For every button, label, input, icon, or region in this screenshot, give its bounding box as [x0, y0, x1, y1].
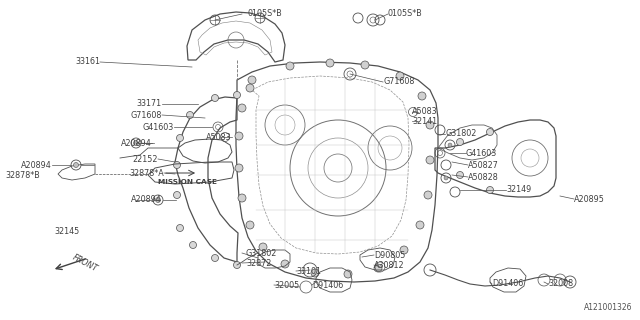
- Circle shape: [326, 59, 334, 67]
- Text: A50827: A50827: [468, 161, 499, 170]
- Circle shape: [186, 111, 193, 118]
- Text: FRONT: FRONT: [71, 252, 99, 273]
- Text: A20895: A20895: [574, 195, 605, 204]
- Text: 0105S*B: 0105S*B: [248, 10, 283, 19]
- Circle shape: [177, 225, 184, 231]
- Text: A20894: A20894: [121, 139, 152, 148]
- Circle shape: [416, 221, 424, 229]
- Circle shape: [235, 164, 243, 172]
- Text: 32008: 32008: [548, 279, 573, 289]
- Circle shape: [424, 191, 432, 199]
- Circle shape: [400, 246, 408, 254]
- Text: A50828: A50828: [468, 172, 499, 181]
- Circle shape: [311, 269, 319, 277]
- Text: A121001326: A121001326: [584, 303, 632, 312]
- Text: D90805: D90805: [374, 251, 405, 260]
- Circle shape: [486, 187, 493, 194]
- Text: 32872: 32872: [246, 259, 271, 268]
- Text: 0105S*B: 0105S*B: [388, 10, 423, 19]
- Text: A20894: A20894: [131, 196, 162, 204]
- Circle shape: [211, 94, 218, 101]
- Circle shape: [344, 270, 352, 278]
- Text: 32145: 32145: [55, 228, 80, 236]
- Text: A30812: A30812: [374, 260, 404, 269]
- Text: D91406: D91406: [312, 281, 343, 290]
- Circle shape: [235, 132, 243, 140]
- Circle shape: [211, 254, 218, 261]
- Circle shape: [374, 264, 382, 272]
- Circle shape: [448, 143, 452, 147]
- Circle shape: [444, 176, 448, 180]
- Circle shape: [259, 243, 267, 251]
- Text: D91406: D91406: [492, 279, 524, 289]
- Text: G31802: G31802: [445, 130, 476, 139]
- Circle shape: [456, 139, 463, 146]
- Circle shape: [177, 134, 184, 141]
- Circle shape: [246, 221, 254, 229]
- Text: 33161: 33161: [75, 58, 100, 67]
- Circle shape: [189, 242, 196, 249]
- Circle shape: [156, 197, 161, 203]
- Circle shape: [426, 156, 434, 164]
- Text: 33101: 33101: [296, 267, 321, 276]
- Text: 32149: 32149: [506, 186, 531, 195]
- Text: A20894: A20894: [21, 161, 52, 170]
- Text: 33171: 33171: [137, 100, 162, 108]
- Text: A5083: A5083: [412, 108, 438, 116]
- Circle shape: [456, 172, 463, 179]
- Text: 22152: 22152: [132, 155, 158, 164]
- Text: G71608: G71608: [383, 77, 414, 86]
- Circle shape: [173, 191, 180, 198]
- Text: 32878*A: 32878*A: [129, 169, 164, 178]
- Text: 32005: 32005: [274, 281, 300, 290]
- Circle shape: [426, 121, 434, 129]
- Circle shape: [134, 140, 138, 146]
- Circle shape: [74, 163, 79, 167]
- Text: G71608: G71608: [131, 110, 162, 119]
- Circle shape: [234, 261, 241, 268]
- Circle shape: [248, 76, 256, 84]
- Text: G31802: G31802: [246, 249, 277, 258]
- Circle shape: [286, 62, 294, 70]
- Circle shape: [238, 104, 246, 112]
- Text: G41603: G41603: [466, 148, 497, 157]
- Circle shape: [234, 92, 241, 99]
- Text: 32141: 32141: [412, 116, 437, 125]
- Circle shape: [246, 84, 254, 92]
- Circle shape: [486, 129, 493, 135]
- Circle shape: [173, 162, 180, 169]
- Circle shape: [238, 194, 246, 202]
- Circle shape: [418, 92, 426, 100]
- Text: G41603: G41603: [143, 123, 174, 132]
- Text: MISSION CASE: MISSION CASE: [158, 179, 217, 185]
- Text: 32878*B: 32878*B: [5, 172, 40, 180]
- Circle shape: [396, 72, 404, 80]
- Circle shape: [361, 61, 369, 69]
- Text: A5083: A5083: [206, 132, 232, 141]
- Circle shape: [281, 260, 289, 268]
